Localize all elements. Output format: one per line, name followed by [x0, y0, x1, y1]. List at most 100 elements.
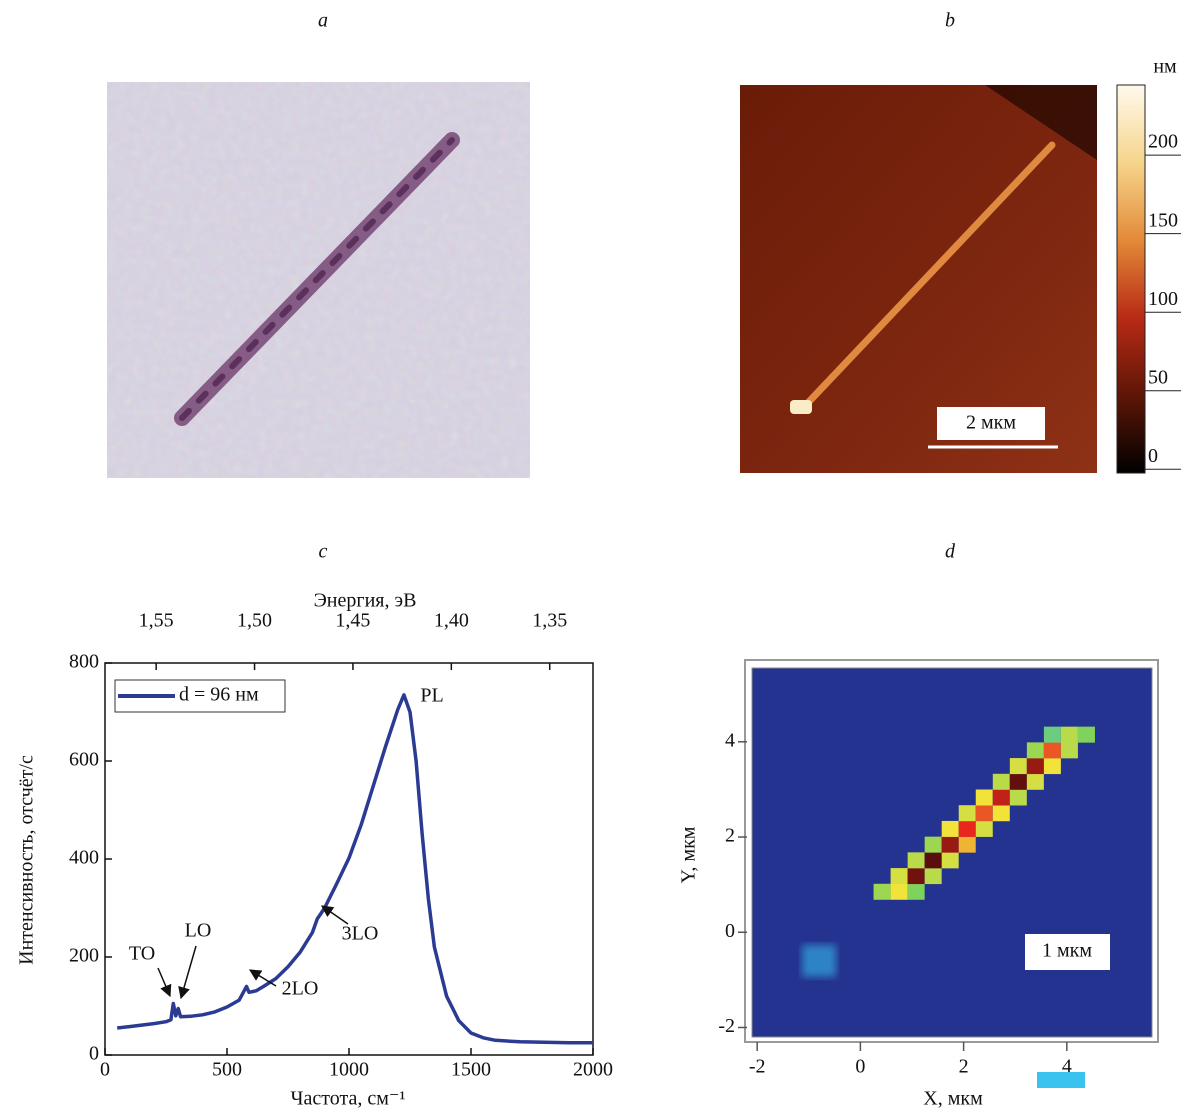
x-tick-label: 0 — [100, 1059, 110, 1081]
colorbar-unit: нм — [1153, 56, 1177, 78]
annotation: LO — [185, 920, 212, 942]
panel-letter: c — [319, 541, 328, 563]
top-tick-label: 1,50 — [237, 610, 272, 632]
map-cell — [1026, 773, 1044, 790]
colorbar-scale — [1116, 84, 1146, 474]
colorbar-tick-label: 50 — [1148, 366, 1168, 388]
map-cell — [907, 852, 925, 869]
map-cell — [890, 868, 908, 885]
colorbar-tick-label: 100 — [1148, 288, 1178, 310]
panel-letter: d — [945, 541, 956, 563]
annotation: 2LO — [282, 978, 319, 1000]
colorbar-tick-label: 0 — [1148, 445, 1158, 467]
spectrum-line — [117, 693, 593, 1045]
panel-letter: a — [318, 10, 328, 32]
x-tick-label: 4 — [1062, 1056, 1072, 1078]
map-cell — [802, 944, 837, 977]
map-cell — [907, 868, 925, 885]
map-cell — [1060, 742, 1078, 759]
x-tick-label: 0 — [855, 1056, 865, 1078]
map-cell — [907, 883, 925, 900]
map-cell — [1009, 773, 1027, 790]
x-tick-label: 1500 — [451, 1059, 491, 1081]
map-cell — [924, 852, 942, 869]
map-cell — [958, 836, 976, 853]
map-cell — [941, 836, 959, 853]
y-tick-label: 4 — [725, 729, 735, 751]
x-axis-title: X, мкм — [923, 1088, 983, 1110]
colorbar-tick-label: 150 — [1148, 209, 1178, 231]
map-cell — [1060, 726, 1078, 743]
legend-label: d = 96 нм — [179, 684, 259, 706]
nanowire-core — [179, 137, 455, 421]
map-cell — [992, 805, 1010, 822]
annotation: PL — [420, 685, 443, 707]
arrow — [321, 905, 349, 925]
arrow — [157, 967, 172, 998]
map-cell — [941, 852, 959, 869]
colorbar: 0 50 100 150 200 — [1116, 84, 1181, 474]
scale-bar-box — [937, 407, 1045, 440]
top-tick-label: 1,55 — [139, 610, 174, 632]
y-tick-label: -2 — [718, 1015, 735, 1037]
afm-image: 2 мкм — [740, 85, 1097, 473]
map-cell — [941, 820, 959, 837]
map-cell — [1043, 758, 1061, 775]
map-cell — [958, 805, 976, 822]
x-tick-label: 2 — [959, 1056, 969, 1078]
scale-bar — [1037, 1072, 1085, 1088]
annotation: TO — [129, 943, 155, 965]
annotation-arrows — [157, 905, 349, 1000]
top-tick-label: 1,35 — [532, 610, 567, 632]
y-axis-title: Y, мкм — [678, 826, 700, 883]
map-cell — [890, 883, 908, 900]
panel-letter: b — [945, 10, 955, 32]
map-cell — [1009, 758, 1027, 775]
map-cell — [924, 836, 942, 853]
map-cell — [975, 789, 993, 806]
annotation: 3LO — [342, 923, 379, 945]
map-cell — [992, 773, 1010, 790]
map-cell — [975, 820, 993, 837]
x-axis-title: Частота, см⁻¹ — [291, 1088, 406, 1110]
micrograph — [107, 82, 530, 478]
colorbar-tick-label: 200 — [1148, 131, 1178, 153]
arrow — [178, 945, 197, 1000]
afm-nanowire — [799, 141, 1056, 412]
x-tick-label: 2000 — [573, 1059, 613, 1081]
map-cell — [992, 789, 1010, 806]
x-tick-label: -2 — [749, 1056, 766, 1078]
x-tick-label: 1000 — [329, 1059, 369, 1081]
map-cell — [1026, 742, 1044, 759]
y-tick-label: 0 — [89, 1043, 99, 1065]
map-cell — [1043, 726, 1061, 743]
scale-bar-label: 2 мкм — [966, 412, 1016, 434]
spectrum-plot: 0 500 1000 1500 2000 0 200 400 600 800 1,55 1,50 1,4… — [69, 610, 613, 1081]
scale-bar-label: 1 мкм — [1042, 940, 1092, 962]
map-cell — [1009, 789, 1027, 806]
y-tick-label: 2 — [725, 825, 735, 847]
arrow — [248, 969, 277, 987]
y-tick-label: 400 — [69, 847, 99, 869]
pl-map: -2 0 2 4 -2 0 2 4 — [718, 667, 1153, 1078]
top-tick-label: 1,40 — [434, 610, 469, 632]
y-axis-title: Интенсивность, отсчёт/с — [16, 755, 38, 965]
map-cell — [873, 883, 891, 900]
afm-particle — [790, 400, 812, 414]
afm-dark-corner — [985, 85, 1097, 160]
y-tick-label: 200 — [69, 945, 99, 967]
map-cell — [924, 868, 942, 885]
y-tick-label: 800 — [69, 651, 99, 673]
top-axis-title: Энергия, эВ — [314, 590, 417, 612]
map-cell — [1077, 726, 1095, 743]
y-tick-label: 0 — [725, 920, 735, 942]
map-cell — [975, 805, 993, 822]
scale-bar-box — [1025, 934, 1110, 970]
y-tick-label: 600 — [69, 749, 99, 771]
x-tick-label: 500 — [212, 1059, 242, 1081]
top-tick-label: 1,45 — [335, 610, 370, 632]
map-cell — [958, 820, 976, 837]
map-outer-frame — [744, 659, 1159, 1043]
map-cell — [1026, 758, 1044, 775]
